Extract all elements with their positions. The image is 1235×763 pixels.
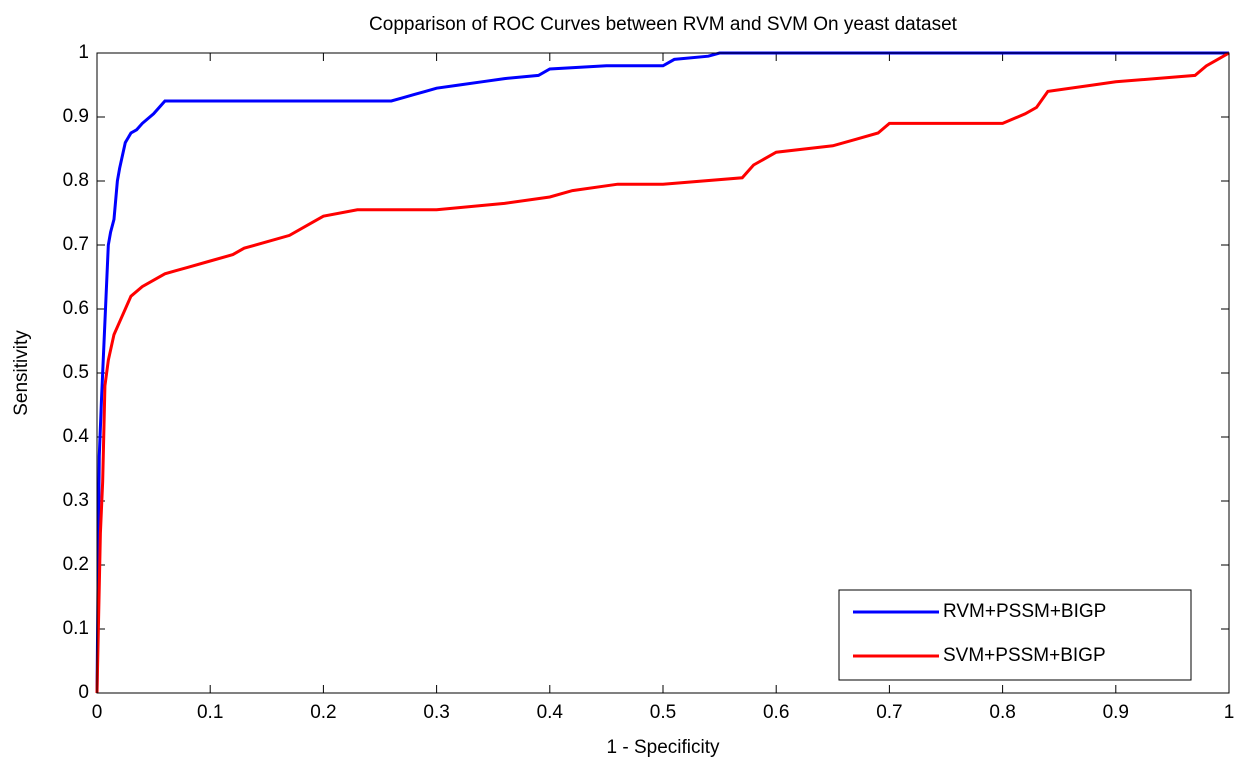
x-axis-label: 1 - Specificity bbox=[607, 737, 720, 758]
x-tick-label: 0.6 bbox=[763, 702, 789, 723]
y-tick-label: 0.8 bbox=[63, 170, 89, 191]
x-tick-label: 1 bbox=[1224, 702, 1235, 723]
line-series bbox=[95, 51, 1230, 694]
y-tick-label: 1 bbox=[78, 42, 89, 63]
legend-label: RVM+PSSM+BIGP bbox=[943, 601, 1106, 622]
line-series bbox=[95, 51, 1229, 694]
y-tick-label: 0.4 bbox=[63, 426, 90, 447]
x-tick-label: 0.3 bbox=[423, 702, 449, 723]
legend-box bbox=[838, 589, 1192, 681]
chart-title: Copparison of ROC Curves between RVM and… bbox=[369, 14, 958, 35]
x-tick-label: 0 bbox=[92, 702, 103, 723]
y-tick-label: 0 bbox=[78, 682, 89, 703]
plot-frame bbox=[96, 52, 1230, 694]
x-tick-label: 0.4 bbox=[537, 702, 564, 723]
y-tick-label: 0.2 bbox=[63, 554, 89, 575]
y-tick-label: 0.3 bbox=[63, 490, 89, 511]
y-tick-label: 0.1 bbox=[63, 618, 89, 639]
x-tick-label: 0.7 bbox=[876, 702, 902, 723]
x-tick-label: 0.2 bbox=[310, 702, 336, 723]
x-tick-label: 0.5 bbox=[650, 702, 676, 723]
x-tick-label: 0.1 bbox=[197, 702, 223, 723]
y-tick-label: 0.6 bbox=[63, 298, 89, 319]
x-tick-label: 0.8 bbox=[989, 702, 1015, 723]
x-tick-label: 0.9 bbox=[1103, 702, 1129, 723]
y-axis-label: Sensitivity bbox=[11, 330, 32, 416]
y-tick-label: 0.9 bbox=[63, 106, 89, 127]
legend-label: SVM+PSSM+BIGP bbox=[943, 645, 1106, 666]
y-tick-label: 0.7 bbox=[63, 234, 89, 255]
y-tick-label: 0.5 bbox=[63, 362, 89, 383]
